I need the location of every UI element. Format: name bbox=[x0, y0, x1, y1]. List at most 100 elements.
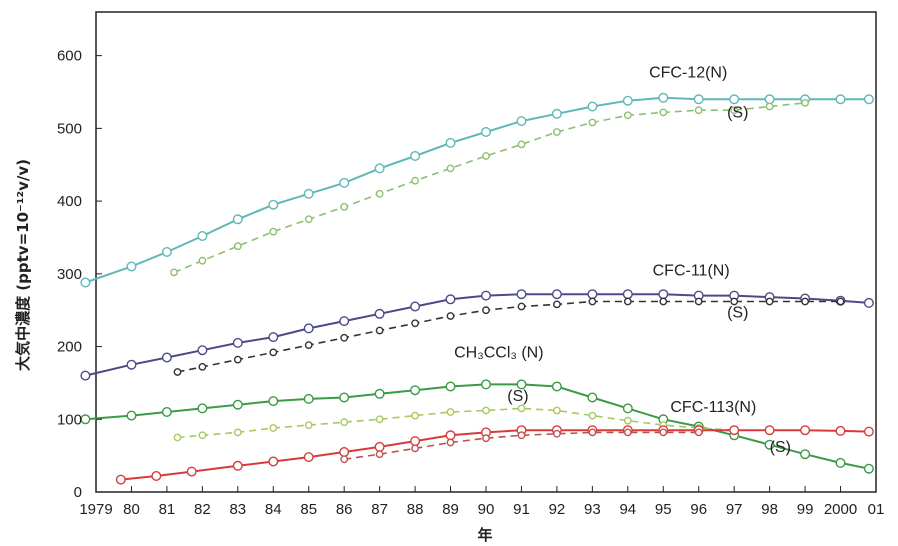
data-point bbox=[835, 457, 846, 468]
data-point bbox=[233, 355, 242, 364]
data-point bbox=[374, 308, 385, 319]
data-point bbox=[658, 289, 669, 300]
x-tick-label: 85 bbox=[300, 501, 317, 518]
data-point bbox=[197, 345, 208, 356]
data-point bbox=[623, 111, 632, 120]
data-point bbox=[339, 177, 350, 188]
data-point bbox=[339, 447, 350, 458]
data-point bbox=[151, 471, 162, 482]
data-point bbox=[694, 428, 703, 437]
data-point bbox=[375, 189, 384, 198]
data-point bbox=[800, 449, 811, 460]
x-tick-label: 91 bbox=[513, 501, 530, 518]
data-point bbox=[269, 424, 278, 432]
data-point bbox=[588, 297, 597, 306]
x-tick-label: 98 bbox=[761, 501, 778, 518]
series-annotation: CH₃CCl₃ (N) bbox=[454, 344, 543, 361]
data-point bbox=[517, 404, 526, 413]
data-point bbox=[173, 433, 182, 442]
x-tick-label: 2000 bbox=[824, 501, 857, 518]
series-annotation: (S) bbox=[507, 388, 528, 405]
data-point bbox=[233, 428, 242, 437]
data-point bbox=[801, 297, 809, 306]
data-point bbox=[126, 359, 137, 370]
x-tick-label: 90 bbox=[478, 501, 495, 518]
y-tick-label: 100 bbox=[57, 411, 82, 428]
data-point bbox=[551, 381, 562, 392]
x-tick-label: 84 bbox=[265, 501, 282, 518]
x-tick-label: 82 bbox=[194, 501, 211, 518]
series-3 bbox=[173, 297, 845, 376]
data-point bbox=[517, 431, 526, 440]
data-point bbox=[161, 352, 172, 363]
series-annotation: CFC-113(N) bbox=[670, 399, 756, 416]
data-point bbox=[587, 392, 598, 403]
data-point bbox=[198, 431, 207, 440]
data-point bbox=[268, 199, 279, 210]
data-point bbox=[482, 406, 490, 415]
data-point bbox=[161, 407, 172, 418]
data-point bbox=[374, 388, 385, 399]
data-point bbox=[587, 101, 598, 112]
data-point bbox=[268, 332, 279, 343]
data-point bbox=[588, 411, 597, 420]
series-annotation: (S) bbox=[727, 104, 748, 121]
x-tick-label: 96 bbox=[690, 501, 707, 518]
x-tick-label: 1979 bbox=[79, 501, 112, 518]
data-point bbox=[197, 230, 208, 241]
series-0 bbox=[80, 92, 874, 288]
data-point bbox=[729, 94, 740, 105]
data-point bbox=[232, 214, 243, 225]
data-point bbox=[445, 430, 456, 441]
data-point bbox=[730, 297, 739, 306]
annotation-layer: CFC-12(N) (S) CFC-11(N) (S) CH₃CCl₃ (N) (S) CF… bbox=[454, 64, 791, 456]
data-point bbox=[303, 188, 314, 199]
y-tick-label: 500 bbox=[57, 120, 82, 137]
x-tick-label: 89 bbox=[442, 501, 459, 518]
data-point bbox=[339, 392, 350, 403]
data-point bbox=[411, 176, 419, 185]
y-tick-label: 0 bbox=[74, 484, 82, 501]
data-point bbox=[553, 300, 561, 309]
x-tick-label: 83 bbox=[229, 501, 246, 518]
data-point bbox=[694, 297, 703, 306]
data-point bbox=[339, 316, 350, 327]
data-point bbox=[340, 455, 349, 464]
data-point bbox=[375, 450, 384, 459]
data-point bbox=[588, 118, 597, 127]
data-point bbox=[232, 399, 243, 410]
data-point bbox=[764, 94, 775, 105]
series-annotation: CFC-11(N) bbox=[653, 262, 730, 279]
x-tick-label: 87 bbox=[371, 501, 388, 518]
data-point bbox=[551, 289, 562, 300]
series-1 bbox=[170, 99, 809, 277]
series-7 bbox=[340, 428, 703, 464]
data-point bbox=[551, 108, 562, 119]
data-point bbox=[553, 128, 561, 136]
data-point bbox=[659, 428, 668, 437]
data-point bbox=[659, 297, 668, 306]
data-point bbox=[659, 108, 668, 117]
series-layer bbox=[80, 92, 874, 485]
data-point bbox=[800, 425, 811, 436]
data-point bbox=[694, 106, 703, 115]
data-point bbox=[863, 463, 874, 474]
data-point bbox=[375, 415, 384, 424]
x-tick-label: 94 bbox=[619, 501, 636, 518]
data-point bbox=[161, 246, 172, 257]
data-point bbox=[411, 319, 419, 328]
data-point bbox=[553, 406, 561, 415]
series-line bbox=[120, 429, 869, 481]
data-point bbox=[835, 425, 846, 436]
data-point bbox=[587, 289, 598, 300]
data-point bbox=[517, 140, 526, 149]
x-tick-label: 80 bbox=[123, 501, 140, 518]
data-point bbox=[622, 403, 633, 414]
data-point bbox=[863, 94, 874, 105]
x-tick-label: 99 bbox=[797, 501, 814, 518]
data-point bbox=[269, 348, 278, 357]
plot-frame bbox=[95, 11, 877, 493]
data-point bbox=[481, 379, 492, 390]
series-5 bbox=[173, 404, 739, 442]
